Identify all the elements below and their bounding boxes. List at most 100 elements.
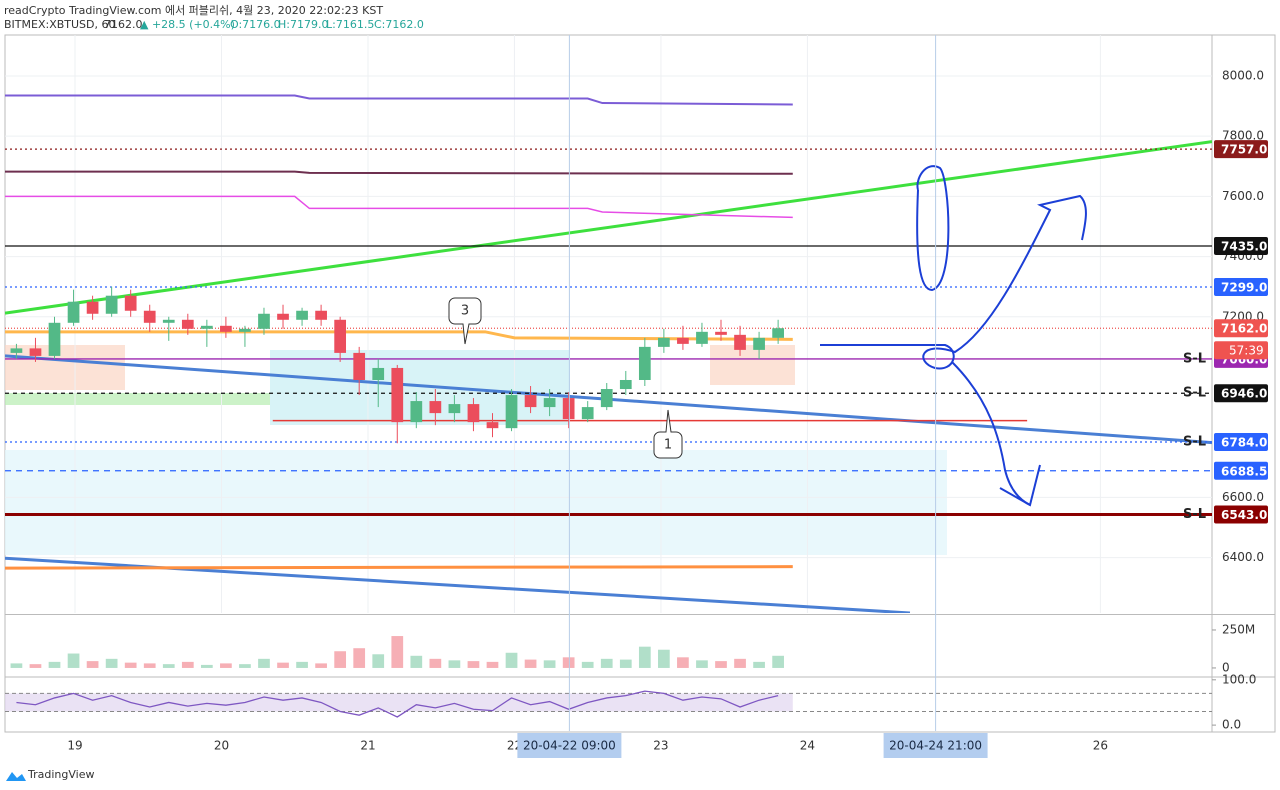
price-tag-label: 6946.0: [1221, 387, 1267, 401]
price-tag: [1214, 461, 1268, 480]
volume-bar: [581, 661, 594, 668]
volume-bar: [772, 655, 784, 668]
candle-body: [296, 310, 308, 320]
callout: 1: [653, 409, 683, 459]
x-tick-label: 20: [214, 739, 229, 753]
price-tag-label: 7299.0: [1221, 280, 1267, 294]
volume-bar: [67, 653, 80, 668]
candle-body: [581, 407, 594, 420]
candle-body: [162, 319, 175, 323]
candle-body: [772, 328, 784, 338]
volume-bar: [239, 664, 251, 668]
candle-body: [353, 352, 366, 380]
volume-bar: [600, 658, 613, 668]
candle-body: [181, 319, 194, 329]
volume-bar: [753, 661, 765, 668]
volume-bar: [696, 660, 708, 668]
volume-bar: [296, 661, 308, 668]
cloud-fill: [5, 450, 947, 555]
last-price: 7162.0: [104, 18, 143, 31]
callout-text: 3: [461, 304, 469, 319]
candle-body: [467, 404, 480, 423]
countdown: 57:39: [1229, 344, 1264, 358]
candle-body: [429, 401, 442, 414]
low: L:7161.5: [326, 18, 374, 31]
volume-bar: [429, 658, 442, 668]
close: C:7162.0: [374, 18, 424, 31]
scribble: [999, 487, 1031, 506]
open: O:7176.0: [230, 18, 281, 31]
candle-body: [10, 348, 23, 353]
x-tick-label: 19: [67, 739, 82, 753]
candle-body: [524, 395, 537, 408]
candle-body: [239, 328, 251, 332]
volume-bar: [181, 661, 194, 668]
volume-bar: [410, 655, 423, 668]
brand: TradingView: [27, 768, 94, 781]
candle-body: [410, 401, 423, 423]
y-tick-label: 6600.0: [1222, 490, 1264, 504]
volume-bar: [715, 661, 727, 668]
trend-line: [5, 94, 793, 106]
candle-body: [258, 313, 270, 329]
volume-bar: [505, 652, 518, 668]
rsi-pane: [5, 690, 1212, 718]
trend-line: [5, 565, 793, 570]
symbol: BITMEX:XBTUSD, 60: [4, 18, 116, 31]
price-tag: [1214, 505, 1268, 524]
axes: 8000.07800.07600.07400.07200.06600.06400…: [67, 68, 1268, 758]
sl-label: S-L: [1183, 351, 1206, 366]
x-tick-label: 21: [360, 739, 375, 753]
volume-pane: [10, 636, 784, 668]
price-tag: [1214, 277, 1268, 296]
volume-bar: [124, 662, 137, 668]
volume-bar: [391, 636, 404, 668]
publisher-line: readCrypto TradingView.com 에서 퍼블리쉬, 4월 2…: [4, 4, 383, 17]
volume-bar: [658, 649, 670, 668]
volume-bar: [258, 658, 270, 668]
candle-body: [448, 404, 461, 414]
cloud: [5, 345, 947, 555]
rsi-band: [5, 693, 793, 712]
volume-bar: [677, 657, 689, 668]
volume-bar: [315, 663, 327, 668]
volume-bar: [29, 664, 42, 668]
crosshair-tag: [883, 733, 988, 758]
volume-bar: [619, 659, 632, 668]
logo: [6, 772, 26, 781]
volume-bar: [334, 651, 347, 668]
price-tag: [1214, 384, 1268, 403]
main-pane: [5, 35, 1212, 613]
candle-body: [658, 337, 670, 347]
price-tag-label: 6784.0: [1221, 436, 1267, 450]
scribble: [820, 194, 1087, 370]
candle-body: [734, 334, 746, 350]
cloud-fill: [710, 345, 795, 385]
volume-bar: [353, 648, 366, 668]
volume-bar: [734, 658, 746, 668]
y-tick-label: 6400.0: [1222, 550, 1264, 564]
symbol-line: BITMEX:XBTUSD, 60 7162.0 ▲ +28.5 (+0.4%)…: [4, 18, 424, 31]
candle-body: [220, 325, 232, 332]
rsi-tick-label: 100.0: [1222, 672, 1256, 686]
candle-body: [753, 337, 765, 350]
rsi-tick-label: 0.0: [1222, 718, 1241, 732]
footer: TradingView: [6, 768, 94, 781]
cloud-fill: [5, 345, 125, 390]
volume-bar: [162, 664, 175, 668]
callout-box: [448, 297, 482, 345]
volume-bar: [543, 660, 556, 668]
x-tick-label: 26: [1093, 739, 1108, 753]
candle-body: [315, 310, 327, 320]
price-tag-label: 7757.0: [1221, 143, 1267, 157]
candle-body: [619, 379, 632, 390]
x-tick-label: 24: [800, 739, 815, 753]
callout: 3: [448, 297, 482, 345]
volume-bar: [220, 663, 232, 668]
rsi-line: [16, 690, 779, 718]
volume-bar: [524, 659, 537, 668]
volume-bar: [277, 662, 289, 668]
candle-body: [677, 337, 689, 344]
candle-body: [277, 313, 289, 320]
